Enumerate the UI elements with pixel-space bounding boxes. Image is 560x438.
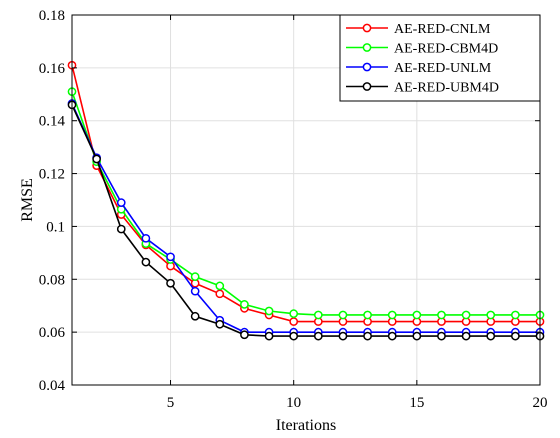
data-point xyxy=(486,331,496,341)
y-tick-label: 0.14 xyxy=(39,114,66,130)
legend-label: AE-RED-CBM4D xyxy=(394,42,498,57)
data-point xyxy=(116,224,126,234)
data-point xyxy=(511,331,520,341)
data-point xyxy=(387,310,397,320)
legend-label: AE-RED-UBM4D xyxy=(394,81,499,96)
y-tick-label: 0.06 xyxy=(39,325,66,341)
legend-label: AE-RED-CNLM xyxy=(394,22,491,37)
data-point xyxy=(338,310,348,320)
series-ae-red-ubm4d xyxy=(67,100,545,341)
y-tick-label: 0.1 xyxy=(46,219,65,235)
legend-label: AE-RED-UNLM xyxy=(394,61,492,76)
x-axis-label: Iterations xyxy=(276,417,336,434)
y-tick-label: 0.12 xyxy=(39,167,65,183)
legend-marker xyxy=(362,23,372,33)
data-point xyxy=(215,319,225,329)
data-point xyxy=(92,154,101,164)
data-point xyxy=(486,310,496,320)
data-point xyxy=(190,272,200,281)
y-tick-label: 0.18 xyxy=(39,8,65,24)
data-point xyxy=(289,331,299,341)
data-point xyxy=(363,310,372,320)
data-point xyxy=(190,286,200,296)
data-point xyxy=(387,331,397,341)
data-point xyxy=(166,278,175,288)
data-point xyxy=(412,310,422,320)
data-point xyxy=(437,331,446,341)
data-point xyxy=(264,306,274,316)
legend: AE-RED-CNLM AE-RED-CBM4D AE-RED-UNLM AE-RED… xyxy=(339,14,541,102)
data-point xyxy=(437,310,446,320)
y-tick-label: 0.08 xyxy=(39,272,65,288)
legend-marker xyxy=(362,62,372,72)
y-tick-label: 0.16 xyxy=(39,61,66,77)
series-layer xyxy=(67,60,545,341)
y-tick-label: 0.04 xyxy=(39,378,66,394)
data-point xyxy=(190,311,200,321)
data-point xyxy=(215,281,225,291)
data-point xyxy=(511,310,520,320)
plot-frame xyxy=(71,14,541,386)
series-ae-red-cbm4d xyxy=(67,87,545,320)
data-point xyxy=(313,310,323,320)
data-point xyxy=(461,331,471,341)
data-point xyxy=(116,198,126,207)
data-point xyxy=(240,300,249,309)
data-point xyxy=(461,310,471,320)
legend-marker xyxy=(362,43,372,52)
data-point xyxy=(289,317,299,326)
data-point xyxy=(313,331,323,341)
x-tick-label: 10 xyxy=(286,395,301,411)
data-point xyxy=(141,233,151,243)
legend-marker xyxy=(362,82,372,91)
y-axis-label: RMSE xyxy=(19,178,36,222)
x-tick-label: 20 xyxy=(533,395,548,411)
data-point xyxy=(141,257,151,267)
data-point xyxy=(215,289,225,299)
x-tick-label: 15 xyxy=(409,395,424,411)
data-point xyxy=(338,331,348,341)
data-point xyxy=(264,331,274,341)
x-tick-label: 5 xyxy=(167,395,175,411)
data-point xyxy=(363,331,372,341)
data-point xyxy=(412,331,422,341)
data-point xyxy=(289,309,299,318)
axis-ticks: 5 10 15 20 0.04 0.06 0.08 0.1 0.12 0.14 0.16 0.18 xyxy=(39,8,548,411)
data-point xyxy=(166,252,175,262)
data-point xyxy=(240,330,249,340)
